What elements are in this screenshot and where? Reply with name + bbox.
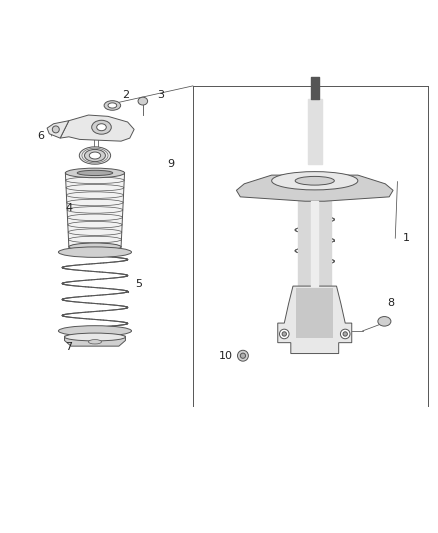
Ellipse shape xyxy=(378,317,391,326)
Ellipse shape xyxy=(52,126,59,133)
Text: 8: 8 xyxy=(387,298,395,309)
Ellipse shape xyxy=(343,332,347,336)
Ellipse shape xyxy=(58,247,131,257)
Ellipse shape xyxy=(85,149,106,161)
Ellipse shape xyxy=(108,103,117,108)
Text: 6: 6 xyxy=(37,131,44,141)
Polygon shape xyxy=(64,336,125,346)
Text: 10: 10 xyxy=(219,351,233,361)
Ellipse shape xyxy=(240,353,246,358)
Ellipse shape xyxy=(97,124,106,131)
Text: 9: 9 xyxy=(168,159,175,169)
Text: 1: 1 xyxy=(403,233,410,243)
Polygon shape xyxy=(237,175,393,201)
Ellipse shape xyxy=(340,329,350,339)
Ellipse shape xyxy=(272,172,358,190)
Ellipse shape xyxy=(282,332,286,336)
Ellipse shape xyxy=(138,97,148,105)
Polygon shape xyxy=(278,286,352,353)
Text: 3: 3 xyxy=(157,90,164,100)
Polygon shape xyxy=(47,120,69,138)
Ellipse shape xyxy=(279,329,289,339)
Text: 2: 2 xyxy=(122,90,129,100)
Ellipse shape xyxy=(64,333,125,341)
Polygon shape xyxy=(297,288,333,338)
Ellipse shape xyxy=(92,120,111,134)
Ellipse shape xyxy=(65,168,124,177)
Text: 4: 4 xyxy=(65,203,72,213)
Ellipse shape xyxy=(295,176,334,185)
Ellipse shape xyxy=(89,152,101,159)
Polygon shape xyxy=(60,115,134,141)
Ellipse shape xyxy=(58,326,131,336)
Ellipse shape xyxy=(69,243,121,251)
Polygon shape xyxy=(65,173,124,247)
Ellipse shape xyxy=(237,350,248,361)
Text: 5: 5 xyxy=(135,279,142,289)
Ellipse shape xyxy=(77,171,113,175)
Ellipse shape xyxy=(79,147,111,164)
Ellipse shape xyxy=(104,101,120,110)
Text: 7: 7 xyxy=(65,342,72,352)
Ellipse shape xyxy=(88,340,102,344)
